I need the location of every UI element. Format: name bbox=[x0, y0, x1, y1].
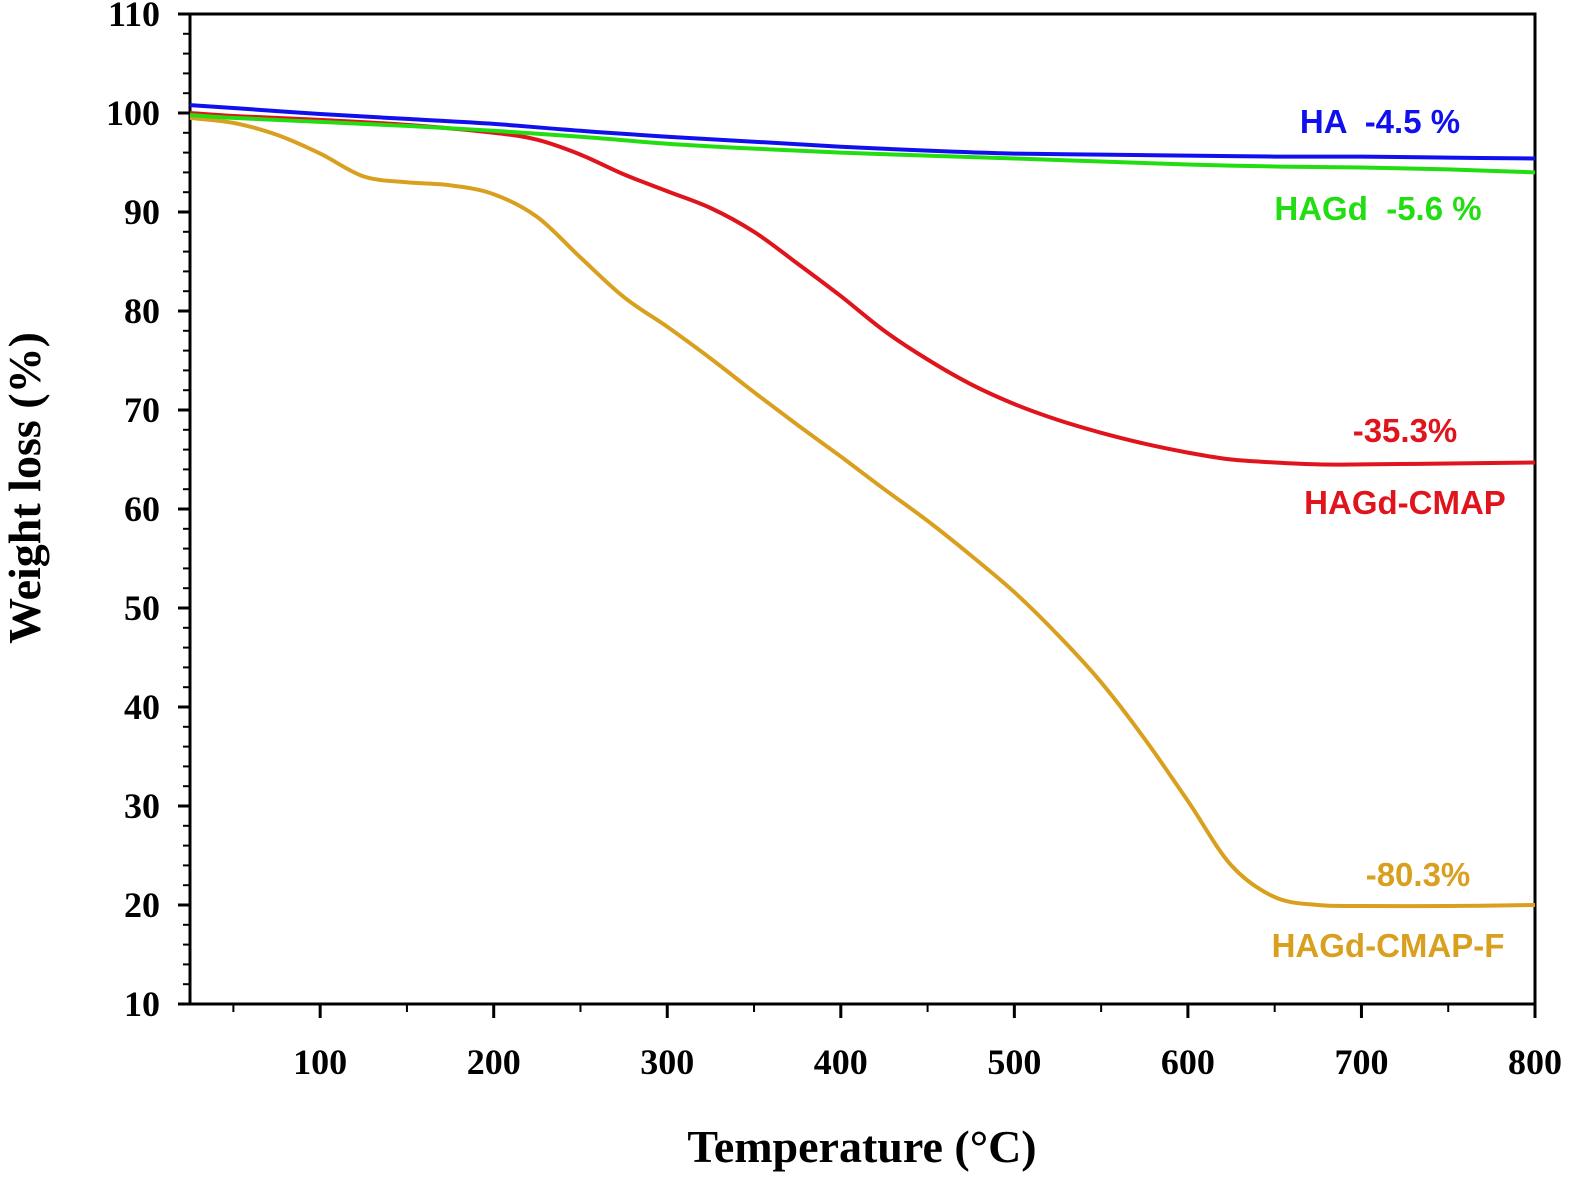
x-tick-label: 100 bbox=[293, 1042, 347, 1082]
y-axis-ticks: 10 20 30 40 50 60 70 80 90 100 110 bbox=[106, 0, 190, 1024]
series-line-hagd-cmap-f bbox=[189, 115, 1536, 909]
x-tick-label: 400 bbox=[814, 1042, 868, 1082]
series-layer bbox=[189, 103, 1536, 909]
x-tick-label: 300 bbox=[640, 1042, 694, 1082]
annotation-label: -35.3% bbox=[1353, 412, 1458, 449]
annotation-label: HAGd -5.6 % bbox=[1274, 190, 1481, 227]
annotation-label: HAGd-CMAP-F bbox=[1272, 927, 1505, 964]
x-tick-label: 700 bbox=[1334, 1042, 1388, 1082]
annotation-label: HA -4.5 % bbox=[1300, 103, 1460, 140]
x-tick-label: 600 bbox=[1161, 1042, 1215, 1082]
annotation-layer: HA -4.5 % HAGd -5.6 % -35.3% HAGd-CMAP -80.3… bbox=[1272, 103, 1506, 964]
series-line-hagd bbox=[189, 113, 1536, 175]
y-tick-label: 70 bbox=[124, 390, 160, 430]
y-tick-label: 90 bbox=[124, 192, 160, 232]
y-tick-label: 50 bbox=[124, 588, 160, 628]
annotation-label: HAGd-CMAP bbox=[1304, 484, 1506, 521]
x-tick-label: 500 bbox=[987, 1042, 1041, 1082]
x-axis-ticks: 100 200 300 400 500 600 700 800 bbox=[232, 1004, 1562, 1082]
y-tick-label: 100 bbox=[106, 93, 160, 133]
y-tick-label: 10 bbox=[124, 984, 160, 1024]
annotation-label: -80.3% bbox=[1366, 856, 1471, 893]
x-tick-label: 200 bbox=[467, 1042, 521, 1082]
y-axis-title: Weight loss (%) bbox=[0, 332, 50, 644]
y-tick-label: 110 bbox=[108, 0, 160, 34]
x-axis-title: Temperature (°C) bbox=[687, 1121, 1036, 1172]
y-tick-label: 30 bbox=[124, 786, 160, 826]
y-tick-label: 60 bbox=[124, 489, 160, 529]
x-tick-label: 800 bbox=[1508, 1042, 1562, 1082]
y-tick-label: 80 bbox=[124, 291, 160, 331]
y-tick-label: 40 bbox=[124, 687, 160, 727]
series-line-ha bbox=[189, 103, 1536, 161]
y-tick-label: 20 bbox=[124, 885, 160, 925]
